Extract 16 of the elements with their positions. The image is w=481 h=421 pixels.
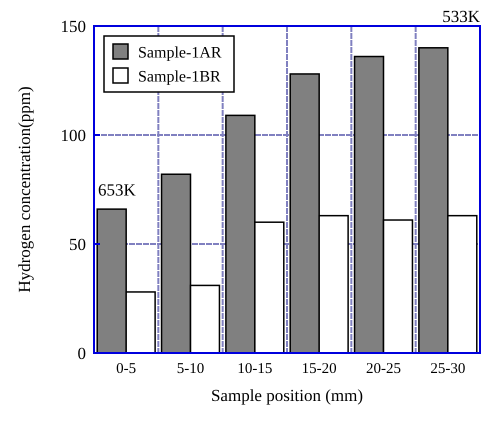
x-tick-label: 20-25 (366, 361, 401, 377)
x-tick-label: 5-10 (176, 361, 204, 377)
legend-label: Sample-1BR (138, 68, 221, 86)
y-tick-label: 0 (78, 344, 86, 363)
x-tick-label: 25-30 (430, 361, 466, 377)
x-tick-label: 10-15 (237, 361, 272, 377)
y-tick-label: 150 (60, 16, 86, 36)
y-axis-title: Hydrogen concentration(ppm) (15, 86, 34, 293)
x-axis-title: Sample position (mm) (210, 386, 364, 405)
annotation: 653K (98, 180, 136, 200)
y-tick-label: 100 (60, 126, 86, 145)
annotation: 533K (442, 7, 481, 26)
y-tick-label: 50 (69, 234, 86, 254)
x-tick-label: 15-20 (302, 361, 337, 377)
x-tick-label: 0-5 (116, 361, 136, 377)
legend-label: Sample-1AR (138, 44, 222, 62)
